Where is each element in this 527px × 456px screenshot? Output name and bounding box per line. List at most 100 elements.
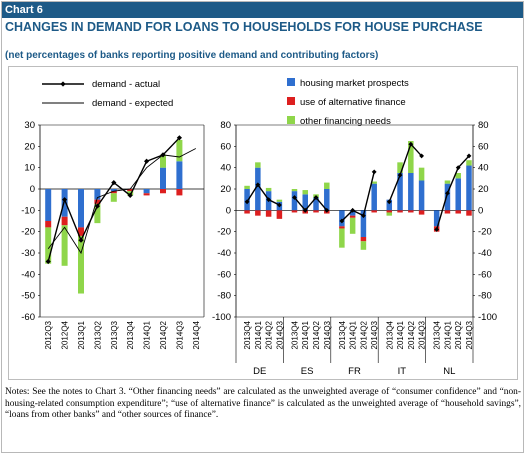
- left-y-tick-label: 30: [24, 120, 35, 131]
- legend-expected-label: demand - expected: [92, 98, 173, 109]
- legend-housing-swatch: [287, 78, 295, 86]
- right-bar-IT-2014Q2-1: [408, 210, 414, 213]
- right-x-tick-label: 2014Q3: [370, 320, 379, 349]
- left-x-tick-label: 2014Q3: [175, 320, 184, 349]
- right-actual-point: [276, 202, 282, 208]
- right-y-tick-label-right: -60: [478, 269, 492, 280]
- right-x-tick-label: 2014Q2: [407, 320, 416, 349]
- right-bar-FR-2014Q3-0: [371, 183, 377, 211]
- right-y-tick-label-left: 80: [220, 120, 231, 131]
- right-bar-FR-2014Q2-0: [360, 210, 367, 237]
- right-bar-DE-2014Q1-2: [255, 162, 261, 168]
- left-bar-2013Q3-2: [110, 193, 117, 202]
- chart-title: CHANGES IN DEMAND FOR LOANS TO HOUSEHOLD…: [5, 20, 483, 34]
- right-bar-ES-2014Q3-0: [324, 189, 330, 211]
- right-y-tick-label-left: -60: [217, 269, 231, 280]
- left-y-tick-label: 0: [30, 184, 35, 195]
- right-bar-FR-2013Q4-2: [339, 228, 345, 248]
- legend-other-swatch: [287, 116, 295, 124]
- left-actual-point: [127, 192, 133, 198]
- group-label-NL: NL: [443, 366, 455, 377]
- right-y-tick-label-left: -100: [212, 312, 231, 323]
- left-y-tick-label: 10: [24, 163, 35, 174]
- left-y-tick-label: -40: [21, 269, 35, 280]
- left-actual-point: [176, 135, 182, 141]
- right-bar-DE-2014Q1-0: [255, 167, 261, 211]
- right-y-tick-label-right: 40: [478, 163, 489, 174]
- left-actual-point: [62, 197, 68, 203]
- right-bar-DE-2014Q2-2: [265, 187, 272, 192]
- left-bar-2013Q1-2: [78, 235, 84, 294]
- left-bar-2013Q1-0: [78, 189, 84, 228]
- left-bar-2013Q2-1: [94, 199, 101, 204]
- left-bar-2013Q1-1: [78, 227, 84, 236]
- right-x-tick-label: 2013Q4: [243, 320, 252, 349]
- group-label-FR: FR: [348, 366, 361, 377]
- right-x-tick-label: 2014Q1: [301, 320, 310, 349]
- right-x-tick-label: 2013Q4: [385, 320, 394, 349]
- left-actual-point: [94, 203, 100, 209]
- right-bar-ES-2013Q4-1: [291, 210, 298, 213]
- left-bar-2013Q2-0: [94, 189, 101, 200]
- left-bar-2012Q3-0: [45, 189, 52, 221]
- right-bar-FR-2014Q1-1: [349, 215, 356, 218]
- right-bar-IT-2013Q4-0: [386, 199, 393, 211]
- right-bar-ES-2013Q4-2: [291, 189, 298, 192]
- right-actual-line-DE: [246, 183, 280, 206]
- right-bar-NL-2014Q1-2: [444, 180, 451, 184]
- right-bar-FR-2014Q2-1: [360, 237, 367, 242]
- right-x-tick-label: 2014Q2: [312, 320, 321, 349]
- left-expected-line: [47, 148, 197, 255]
- left-bar-2012Q4-0: [61, 189, 68, 217]
- left-bar-2014Q1-0: [143, 189, 150, 194]
- group-label-ES: ES: [301, 366, 314, 377]
- right-bar-FR-2014Q1-0: [349, 210, 356, 216]
- right-x-tick-label: 2014Q1: [254, 320, 263, 349]
- right-x-tick-label: 2014Q3: [275, 320, 284, 349]
- right-bar-IT-2014Q2-2: [408, 141, 414, 173]
- right-bar-ES-2014Q1-2: [302, 190, 308, 195]
- left-bar-2014Q3-2: [176, 139, 183, 162]
- right-actual-point: [386, 199, 392, 205]
- right-bar-DE-2013Q4-1: [244, 210, 250, 214]
- left-bar-2013Q3-0: [110, 189, 117, 192]
- right-y-tick-label-right: -80: [478, 291, 492, 302]
- chart-notes: Notes: See the notes to Chart 3. “Other …: [5, 387, 521, 421]
- chart-svg: 30 20 10 0 -10 -20 -30 -40 -50 -60 2012Q3 2012Q4 201…: [21, 78, 497, 377]
- right-y-tick-label-right: 0: [478, 205, 483, 216]
- left-bar-2012Q3-1: [45, 221, 52, 228]
- right-bar-NL-2014Q3-2: [466, 160, 472, 166]
- group-label-IT: IT: [398, 366, 407, 377]
- right-x-tick-label: 2014Q3: [323, 320, 332, 349]
- right-actual-point: [397, 172, 403, 178]
- right-x-tick-label: 2013Q4: [433, 320, 442, 349]
- right-actual-point: [255, 182, 261, 188]
- left-bar-2014Q2-1: [160, 189, 166, 194]
- right-bar-FR-2014Q3-1: [371, 210, 377, 213]
- right-bar-IT-2014Q1-0: [397, 173, 403, 211]
- right-bar-NL-2014Q1-0: [444, 183, 451, 211]
- right-bar-ES-2014Q1-0: [302, 194, 308, 211]
- left-y-tick-label: -30: [21, 248, 35, 259]
- right-actual-point: [244, 199, 250, 205]
- right-actual-point: [455, 165, 461, 171]
- right-bar-FR-2014Q2-2: [360, 241, 367, 250]
- right-x-tick-label: 2014Q3: [418, 320, 427, 349]
- legend-other-label: other financing needs: [300, 116, 391, 127]
- right-y-tick-label-right: 20: [478, 184, 489, 195]
- right-bar-NL-2014Q3-0: [466, 165, 472, 211]
- legend-alternative-label: use of alternative finance: [300, 97, 406, 108]
- left-bar-2014Q1-1: [143, 193, 150, 196]
- left-bar-2014Q2-0: [160, 167, 166, 189]
- right-bar-FR-2014Q1-2: [349, 217, 356, 234]
- left-actual-point: [144, 158, 150, 164]
- right-y-tick-label-right: -20: [478, 227, 492, 238]
- right-actual-point: [445, 190, 450, 196]
- right-bar-FR-2013Q4-1: [339, 226, 345, 229]
- right-bar-ES-2013Q4-0: [291, 191, 298, 211]
- right-actual-point: [324, 207, 330, 213]
- right-actual-point: [371, 169, 377, 175]
- chart-subtitle: (net percentages of banks reporting posi…: [5, 50, 379, 61]
- left-bar-2012Q3-2: [45, 227, 52, 264]
- right-bar-IT-2013Q4-1: [386, 210, 393, 213]
